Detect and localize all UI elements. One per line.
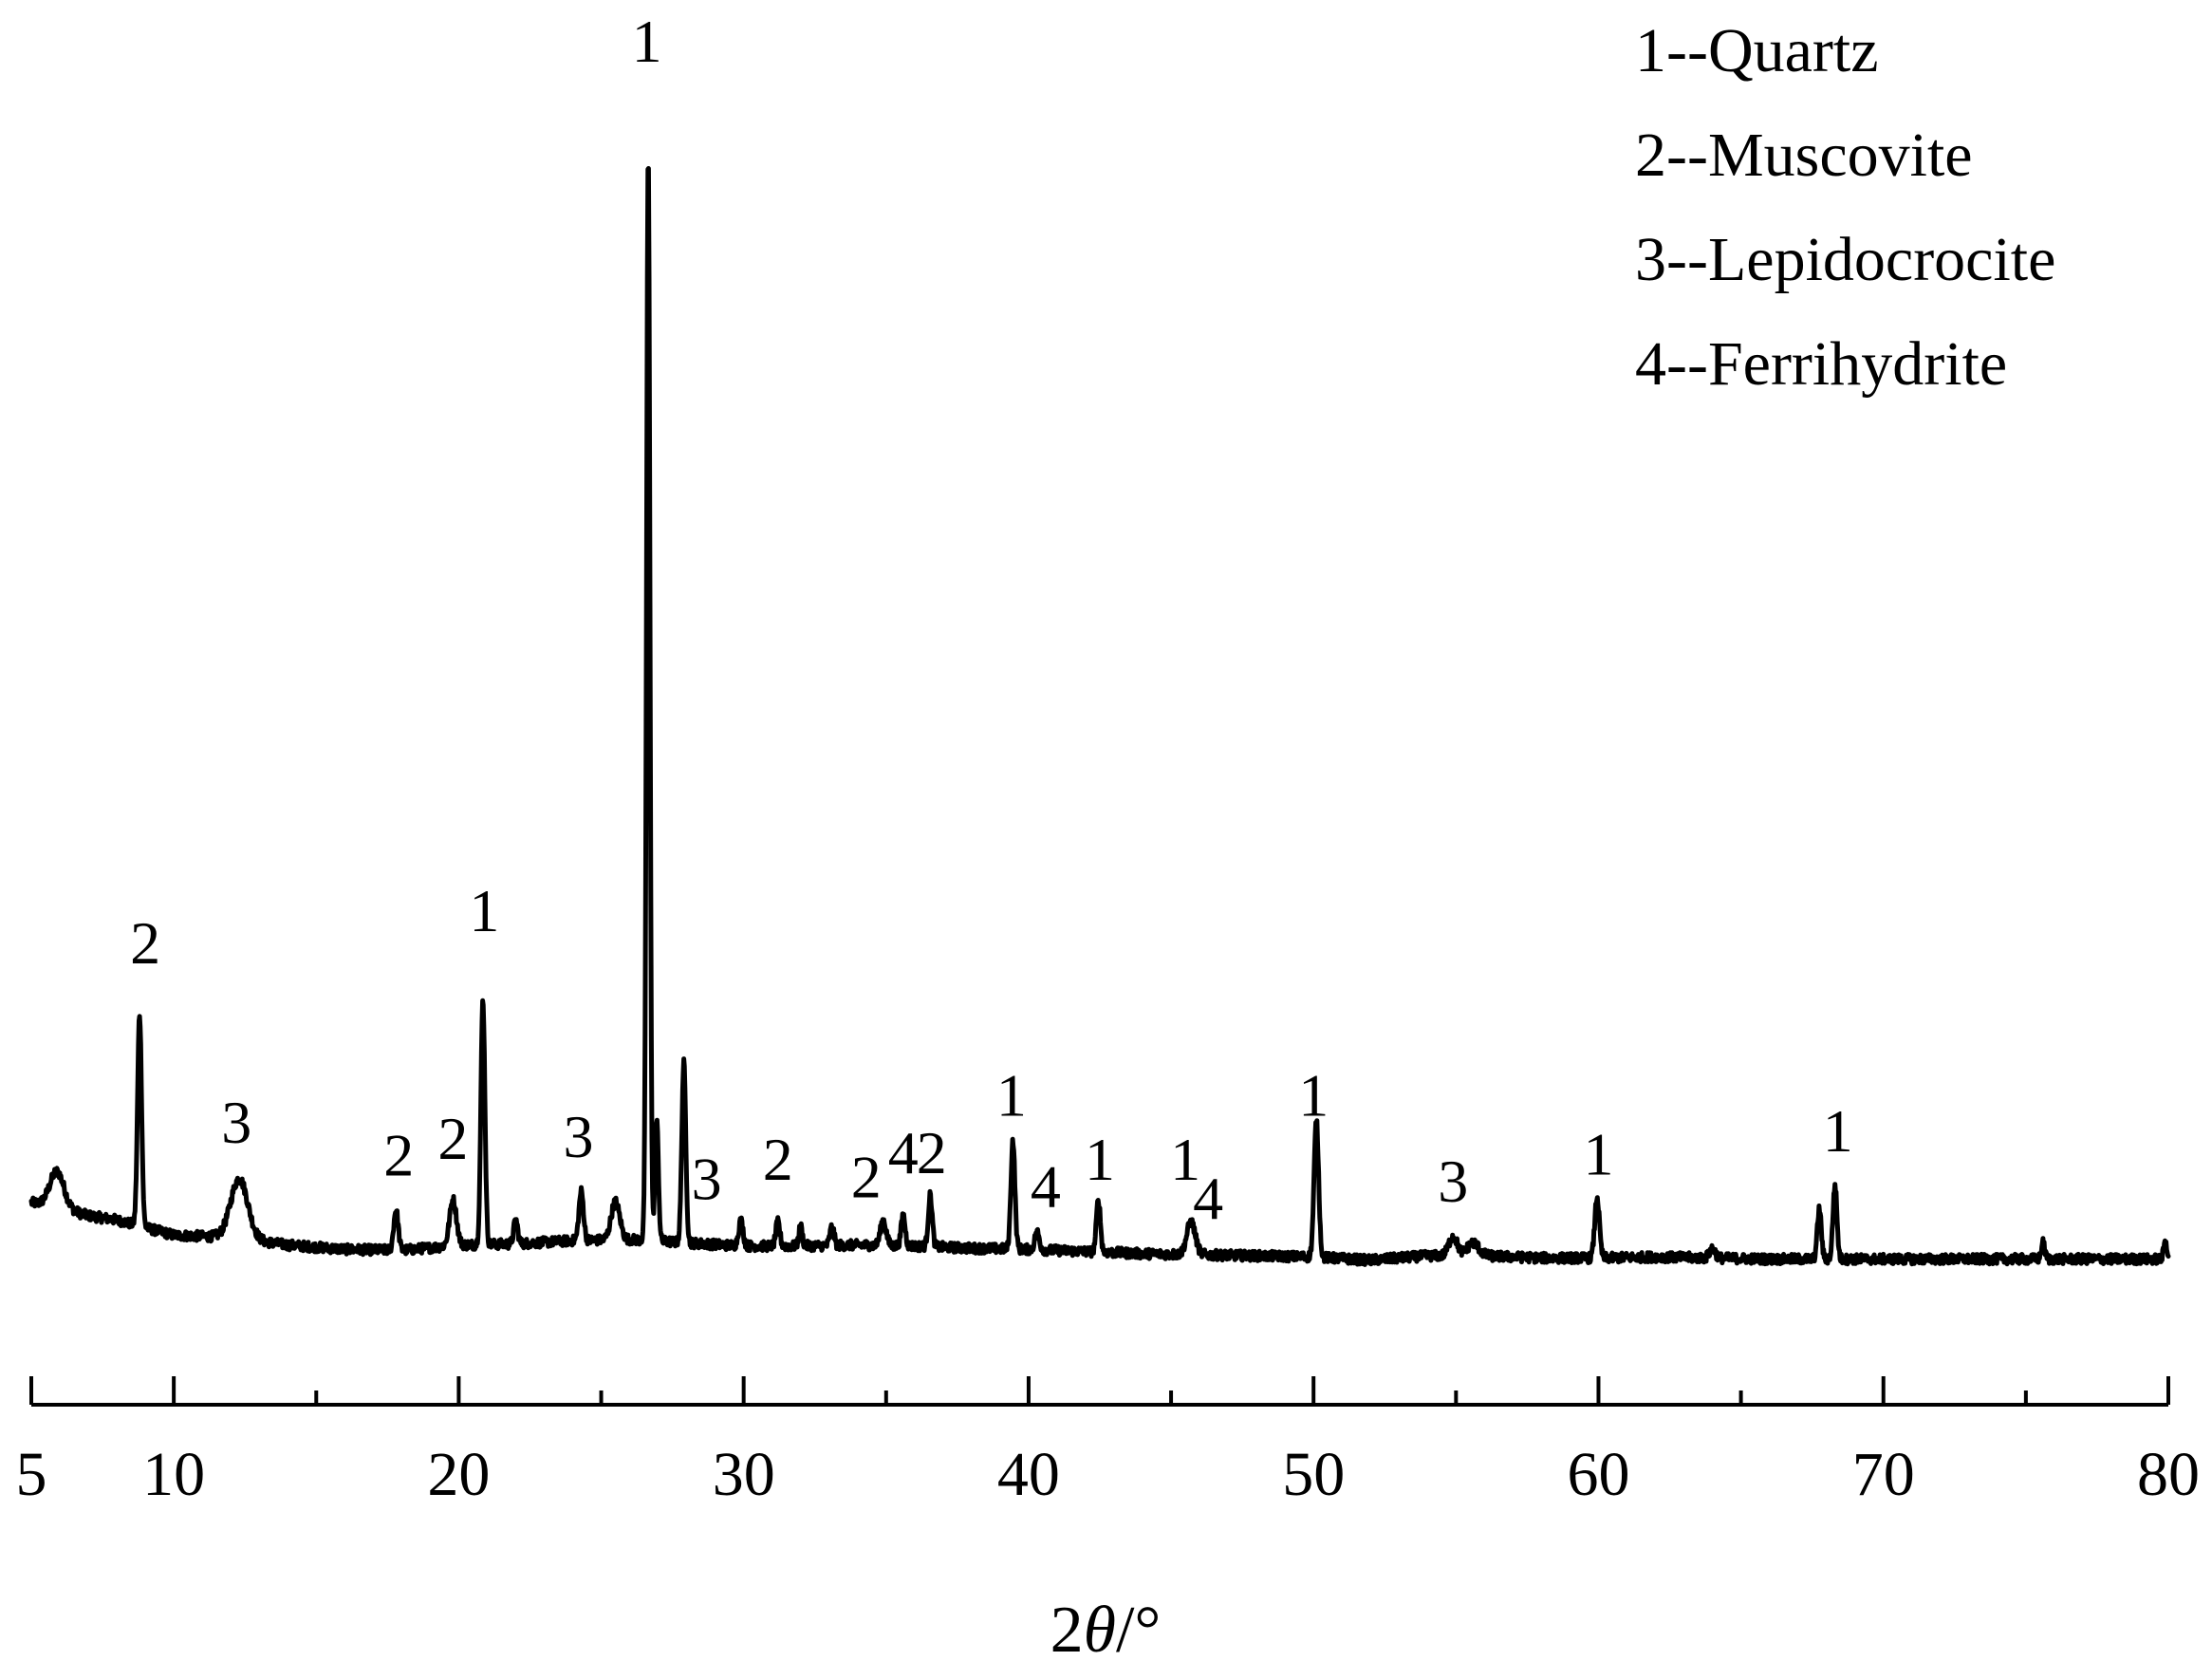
peak-label-3-7: 3 <box>692 1146 722 1213</box>
peak-label-1-17: 1 <box>1298 1061 1329 1129</box>
peak-label-4-10: 4 <box>888 1119 919 1186</box>
peak-label-1-4: 1 <box>469 877 499 944</box>
x-tick-label-80: 80 <box>2137 1440 2200 1509</box>
x-axis-label-unit: /° <box>1116 1594 1161 1661</box>
peak-label-2-11: 2 <box>917 1119 947 1186</box>
x-axis-label-prefix: 2 <box>1050 1594 1084 1661</box>
x-tick-label-60: 60 <box>1568 1440 1630 1509</box>
peak-label-1-15: 1 <box>1170 1126 1200 1193</box>
x-tick-label-5: 5 <box>16 1440 47 1509</box>
legend-item-ferrihydrite: 4--Ferrihydrite <box>1635 329 2007 399</box>
plot-area <box>28 166 2171 1267</box>
x-axis: 5 10 20 30 40 50 60 70 80 <box>16 1376 2201 1509</box>
x-tick-label-20: 20 <box>427 1440 490 1509</box>
series-line-xrd-pattern <box>28 166 2171 1267</box>
peak-label-1-12: 1 <box>996 1061 1027 1129</box>
peak-label-4-16: 4 <box>1193 1165 1223 1232</box>
legend-item-lepidocrocite: 3--Lepidocrocite <box>1635 225 2055 294</box>
peak-label-2-2: 2 <box>383 1121 414 1188</box>
x-tick-label-50: 50 <box>1282 1440 1345 1509</box>
x-tick-label-30: 30 <box>713 1440 775 1509</box>
legend: 1--Quartz 2--Muscovite 3--Lepidocrocite … <box>1635 16 2055 399</box>
x-ticks <box>29 1376 2170 1405</box>
peak-label-4-13: 4 <box>1031 1153 1061 1221</box>
x-tick-labels: 5 10 20 30 40 50 60 70 80 <box>16 1440 2201 1509</box>
peak-label-3-18: 3 <box>1438 1148 1468 1215</box>
peak-label-1-20: 1 <box>1823 1097 1853 1165</box>
peak-label-1-14: 1 <box>1085 1126 1115 1193</box>
peak-label-1-6: 1 <box>632 8 662 75</box>
x-tick-label-10: 10 <box>142 1440 205 1509</box>
x-tick-label-40: 40 <box>997 1440 1060 1509</box>
x-axis-label-theta: θ <box>1084 1594 1116 1661</box>
legend-item-quartz: 1--Quartz <box>1635 16 1879 85</box>
peak-label-2-8: 2 <box>763 1126 793 1193</box>
peak-label-2-0: 2 <box>130 909 160 977</box>
peak-label-2-9: 2 <box>851 1143 882 1210</box>
peak-label-1-19: 1 <box>1584 1120 1614 1187</box>
peak-label-3-5: 3 <box>564 1103 594 1170</box>
x-tick-label-70: 70 <box>1852 1440 1915 1509</box>
peak-label-2-3: 2 <box>437 1105 468 1172</box>
peak-label-3-1: 3 <box>221 1089 251 1156</box>
x-axis-label: 2θ/° <box>1050 1594 1162 1661</box>
legend-item-muscovite: 2--Muscovite <box>1635 121 1973 190</box>
